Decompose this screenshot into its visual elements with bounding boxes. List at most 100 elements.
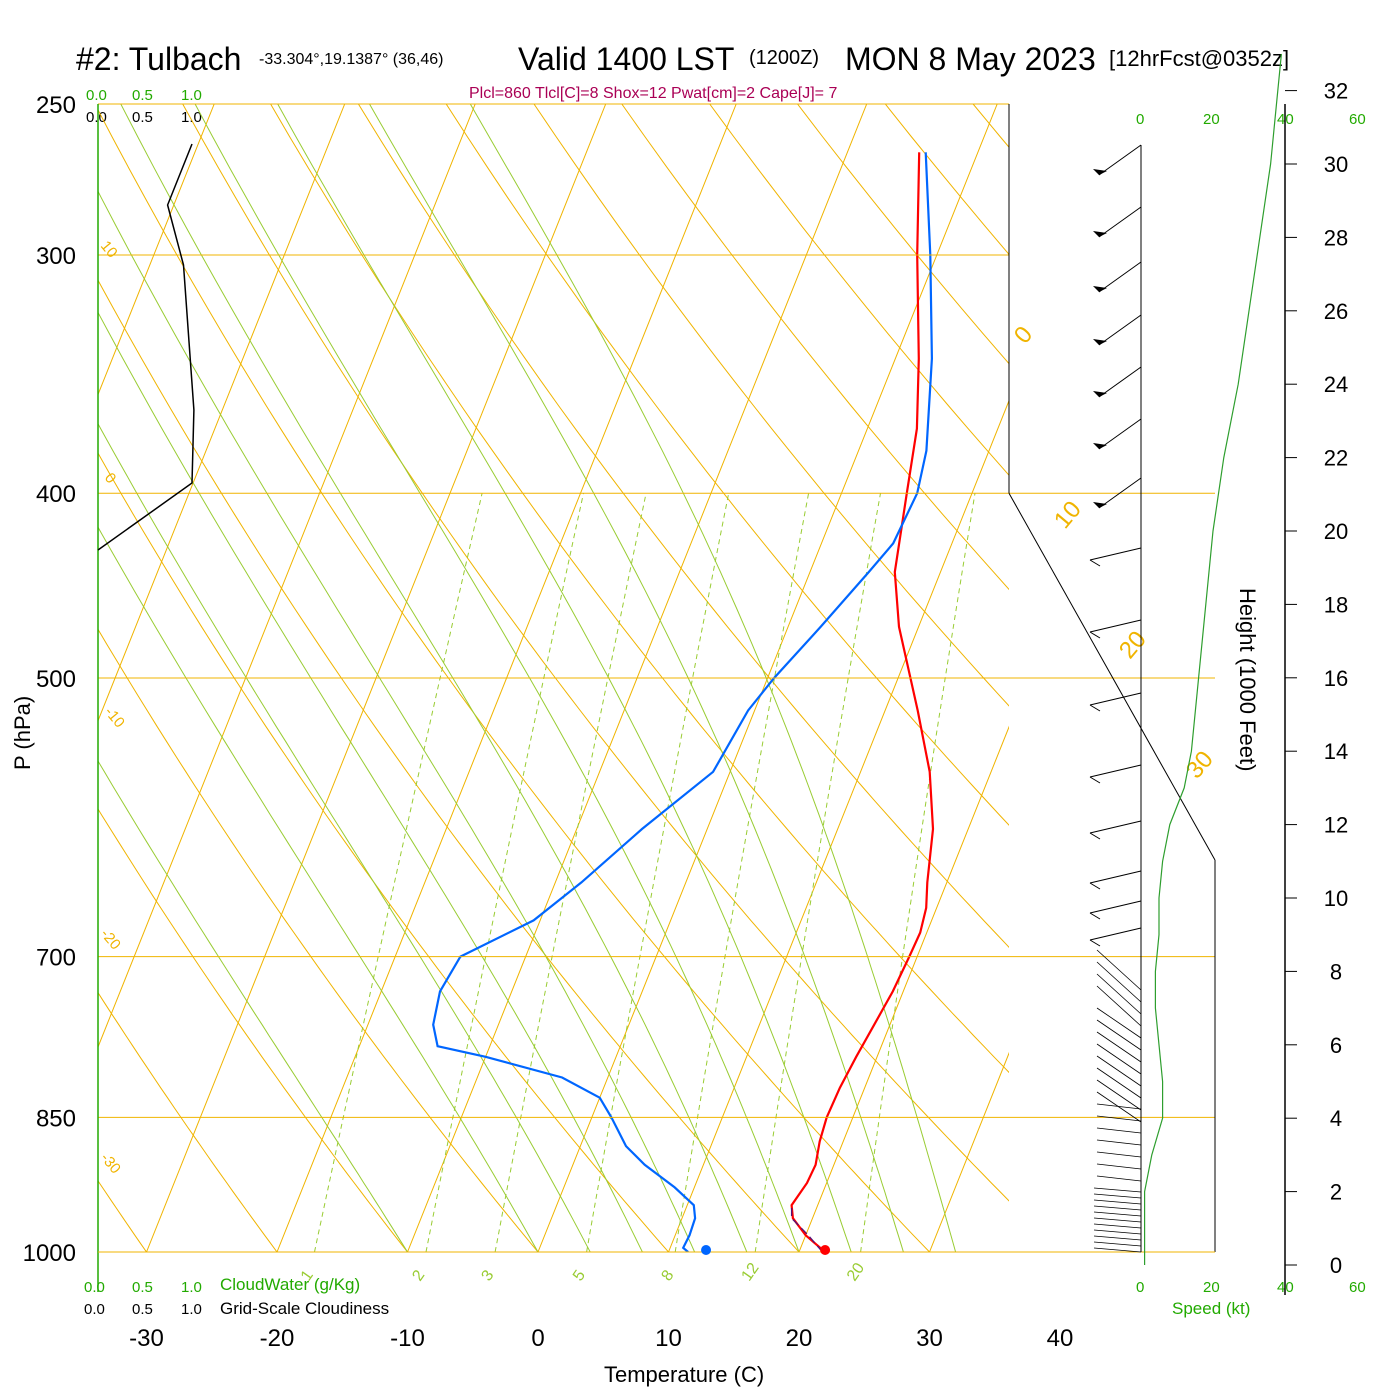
pressure-tick-label: 250 [36,92,76,119]
wind-barb [1096,1067,1142,1099]
height-tick-label: 8 [1330,959,1342,984]
plot-lines [98,104,1009,1252]
scale-label: 1.0 [181,1279,202,1296]
wind-speed-profile [1143,53,1282,1265]
speed-tick-label: 60 [1349,1279,1366,1296]
wind-barb [1093,1217,1142,1223]
height-tick-label: 10 [1324,886,1348,911]
wind-barb [1093,1205,1142,1211]
wind-barb [1096,1103,1142,1110]
wind-barb [1098,206,1142,238]
wind-barb [1096,1127,1142,1134]
pressure-tick-label: 500 [36,666,76,693]
wind-barb-flag [1093,502,1107,508]
mixing-ratio-line [754,493,881,1252]
wind-barb [1089,820,1142,834]
wind-barb [1093,1235,1142,1241]
height-tick-label: 2 [1330,1180,1342,1205]
station-coords: -33.304°,19.1387° (36,46) [259,51,443,68]
right-frame-diagonal [1008,492,1216,861]
dry-adiabat-line [98,108,969,1252]
wind-barb [1089,619,1142,633]
temperature-tick-label: -20 [260,1325,295,1352]
scale-label: 1.0 [181,1301,202,1318]
valid-time: Valid 1400 LST [518,41,734,77]
dry-adiabat-line [621,104,1009,591]
moist-adiabat-line [469,104,957,1252]
wind-barb-feather [1089,704,1101,712]
temperature-tick-label: 30 [916,1325,943,1352]
height-tick-label: 32 [1324,79,1348,104]
moist-adiabat-line [277,104,852,1252]
scale-label: 0.0 [84,1301,105,1318]
wind-barb [1089,764,1142,778]
pressure-tick-label: 300 [36,243,76,270]
height-tick-label: 28 [1324,225,1348,250]
height-tick-label: 12 [1324,813,1348,838]
mixing-ratio-line [674,493,810,1252]
speed-axis-title: Speed (kt) [1172,1299,1250,1318]
wind-barb [1089,547,1142,561]
dry-adiabat-line [98,808,440,1252]
wind-barb [1093,1187,1142,1193]
dry-adiabat-line [98,991,308,1252]
wind-barb-feather [1089,776,1101,784]
moist-adiabat-line [98,526,539,1252]
wind-barb [1098,144,1142,176]
wind-barb-feather [1089,559,1101,567]
isotherm-label: 20 [1114,626,1152,664]
indices-line: Plcl=860 Tlcl[C]=8 Shox=12 Pwat[cm]=2 Ca… [469,85,837,102]
scale-label: 1.0 [181,109,202,126]
temperature-tick-label: 40 [1047,1325,1074,1352]
wind-barb [1096,1151,1142,1158]
wind-barb [1096,1139,1142,1146]
dry-adiabat-line [357,104,1009,948]
cloudiness-curve [97,143,195,551]
cloudwater-label: CloudWater (g/Kg) [220,1275,360,1294]
station-title: #2: Tulbach [76,41,241,77]
temperature-tick-label: 20 [786,1325,813,1352]
dry-adiabat-line [98,1179,175,1252]
wind-barb [1096,1079,1142,1111]
height-tick-label: 14 [1324,739,1348,764]
height-tick-label: 24 [1324,372,1348,397]
mixing-ratio-line [586,493,730,1252]
wind-barb [1096,949,1142,991]
wind-barb [1093,1229,1142,1235]
wind-barb [1098,261,1142,293]
speed-axis-bottom: 0 20 40 60 Speed (kt) [1136,1279,1366,1318]
scale-label: 0.0 [86,87,107,104]
wind-barb [1096,1055,1142,1087]
surface-temperature-marker [820,1245,831,1255]
height-tick-label: 30 [1324,152,1348,177]
wind-barb [1093,1199,1142,1205]
height-tick-label: 20 [1324,519,1348,544]
scale-label: 0.5 [132,87,153,104]
mixing-ratio-label: 3 [478,1267,497,1284]
wind-barb [1096,985,1142,1027]
mixing-ratio-line [425,493,584,1252]
moist-adiabat-line [98,311,643,1252]
height-tick-label: 0 [1330,1253,1342,1278]
mixing-ratio-label: 2 [409,1267,428,1284]
wind-barb [1096,1115,1142,1122]
dry-adiabat-line [709,104,1009,477]
dry-adiabat-line [270,104,1009,1074]
wind-barb [1096,1019,1142,1051]
wind-barb-feather [1089,631,1101,639]
isotherm-label: 0 [1009,321,1038,349]
wind-barb-flag [1093,169,1107,175]
wind-barb [1093,1241,1142,1247]
wind-barb [1093,1211,1142,1217]
wind-barb [1096,1175,1142,1182]
moist-adiabat-line [120,104,748,1252]
temperature-tick-label: -30 [129,1325,164,1352]
mixing-ratio-label: 5 [570,1267,589,1284]
height-tick-label: 4 [1330,1106,1342,1131]
scale-label: 1.0 [181,87,202,104]
speed-axis-top: 0 20 40 60 [1136,111,1366,128]
x-axis-title: Temperature (C) [604,1362,764,1387]
wind-barb-flag [1093,391,1107,397]
wind-barbs [1089,144,1142,1253]
wind-barb-flag [1093,339,1107,345]
